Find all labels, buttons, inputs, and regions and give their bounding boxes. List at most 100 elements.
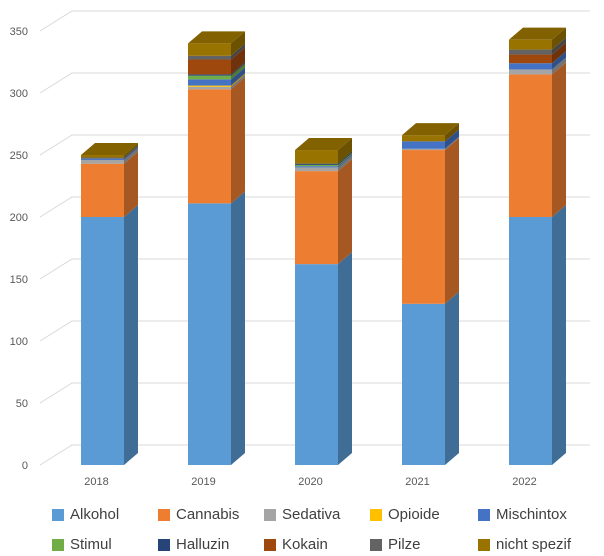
bar-top: [81, 143, 138, 155]
bar-segment: [402, 141, 445, 149]
bar-stack: [509, 27, 566, 465]
bar-segment: [509, 54, 552, 64]
legend-label: Opioide: [388, 506, 440, 523]
y-tick-label: 100: [10, 336, 28, 348]
legend-swatch: [264, 538, 276, 551]
bar-top: [188, 31, 245, 44]
bar-segment-side: [445, 129, 459, 149]
y-axis: 0 50 100 150 200 250 300 350: [10, 26, 28, 472]
bar-segment: [295, 264, 338, 465]
legend-label: Pilze: [388, 536, 421, 553]
bar-segment-side: [338, 138, 352, 164]
bar-segment-side: [338, 154, 352, 168]
bar-segment-side: [445, 138, 459, 304]
bar-segment-side: [338, 159, 352, 265]
gridlines: [39, 10, 590, 466]
legend-item: nicht spezif: [478, 536, 571, 553]
legend-swatch: [478, 508, 490, 521]
bar-segment-side: [338, 252, 352, 465]
y-tick-label: 150: [10, 274, 28, 286]
bar-segment-side: [231, 73, 245, 87]
legend-item: Cannabis: [158, 506, 239, 523]
legend-item: Opioide: [370, 506, 440, 523]
legend-swatch: [478, 538, 490, 551]
bar-segment: [295, 167, 338, 172]
bar-segment-side: [338, 152, 352, 167]
legend-label: Stimul: [70, 536, 112, 553]
legend-swatch: [52, 538, 64, 551]
bar-stack: [188, 31, 245, 466]
bar-top: [402, 123, 459, 136]
bar-segment-side: [231, 43, 245, 60]
legend-item: Sedativa: [264, 506, 340, 523]
bar-segment: [509, 39, 552, 50]
x-tick-label: 2020: [298, 476, 322, 488]
bar-segment-side: [231, 63, 245, 80]
bar-segment-side: [231, 31, 245, 56]
legend-swatch: [264, 508, 276, 521]
bar-segment-side: [552, 27, 566, 50]
legend-item: Mischintox: [478, 506, 567, 523]
bar-segment: [81, 159, 124, 164]
bar-segment: [509, 74, 552, 218]
bar-segment: [81, 217, 124, 465]
bar-top: [295, 138, 352, 151]
y-tick-label: 50: [16, 398, 28, 410]
bar-segment-side: [231, 74, 245, 90]
y-tick-label: 250: [10, 150, 28, 162]
bar-segment-side: [124, 151, 138, 217]
bar-segment: [295, 150, 338, 164]
bar-segment: [188, 75, 231, 80]
legend-label: Mischintox: [496, 506, 567, 523]
y-tick-label: 350: [10, 26, 28, 38]
bar-segment-side: [338, 155, 352, 172]
bar-segment-side: [124, 143, 138, 158]
bars: [81, 27, 566, 466]
bar-segment-side: [124, 146, 138, 160]
bar-segment-side: [231, 67, 245, 86]
bar-segment-side: [445, 123, 459, 142]
legend-item: Kokain: [264, 536, 328, 553]
bar-segment-side: [231, 47, 245, 75]
bar-segment-side: [445, 291, 459, 465]
bar-segment: [81, 158, 124, 160]
x-axis: 2018 2019 2020 2021 2022: [84, 476, 536, 488]
bar-segment-side: [552, 205, 566, 465]
bar-segment: [81, 157, 124, 159]
bar-segment-side: [338, 151, 352, 165]
bar-segment: [81, 163, 124, 217]
x-tick-label: 2022: [512, 476, 536, 488]
bar-segment: [509, 69, 552, 75]
bar-segment: [402, 303, 445, 465]
legend-swatch: [370, 508, 382, 521]
legend-label: Halluzin: [176, 536, 230, 553]
bar-segment: [509, 49, 552, 55]
bar-segment-side: [231, 191, 245, 466]
bar-segment: [188, 55, 231, 60]
bar-segment: [188, 59, 231, 75]
bar-segment: [295, 166, 338, 168]
legend-item: Stimul: [52, 536, 112, 553]
legend-label: nicht spezif: [496, 536, 572, 553]
bar-segment: [295, 171, 338, 265]
bar-segment: [188, 85, 231, 87]
bar-stack: [81, 143, 138, 465]
bar-top: [509, 27, 566, 40]
bar-stack: [402, 123, 459, 465]
bar-segment-side: [552, 57, 566, 75]
bar-segment-side: [124, 145, 138, 159]
gridline: [39, 10, 590, 32]
bar-segment: [188, 79, 231, 86]
bar-segment-side: [231, 77, 245, 204]
x-tick-label: 2019: [191, 476, 215, 488]
legend: Alkohol Cannabis Sedativa Opioide Mischintox…: [0, 500, 604, 556]
legend-label: Sedativa: [282, 506, 341, 523]
legend-label: Cannabis: [176, 506, 240, 523]
bar-segment-side: [231, 62, 245, 76]
y-tick-label: 200: [10, 212, 28, 224]
y-tick-label: 300: [10, 88, 28, 100]
bar-segment: [188, 74, 231, 76]
bar-segment-side: [124, 147, 138, 164]
bar-segment: [402, 148, 445, 151]
